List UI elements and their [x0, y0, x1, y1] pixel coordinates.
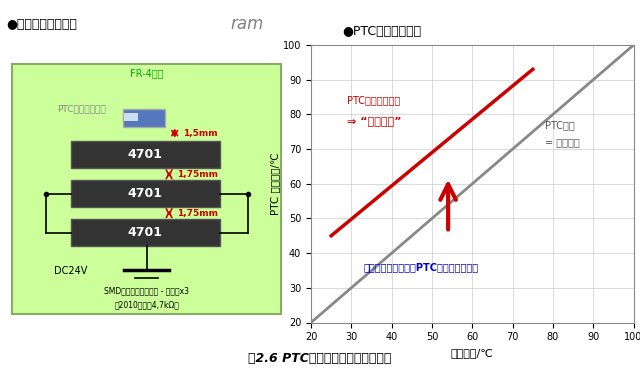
Text: 4701: 4701	[128, 226, 163, 239]
Text: 1,5mm: 1,5mm	[183, 129, 218, 138]
Text: （2010尺寸，4,7kΩ）: （2010尺寸，4,7kΩ）	[114, 300, 179, 309]
Text: PTC温度: PTC温度	[545, 120, 575, 130]
Y-axis label: PTC 器件温度/℃: PTC 器件温度/℃	[270, 152, 280, 215]
Text: ●部件位置和电路图: ●部件位置和电路图	[6, 18, 77, 31]
FancyBboxPatch shape	[123, 109, 165, 127]
X-axis label: 大气温度/℃: 大气温度/℃	[451, 348, 493, 358]
FancyBboxPatch shape	[71, 141, 220, 168]
FancyBboxPatch shape	[71, 180, 220, 207]
Text: 4701: 4701	[128, 148, 163, 161]
FancyBboxPatch shape	[12, 64, 282, 314]
Text: ⇒ “环境温度”: ⇒ “环境温度”	[348, 116, 402, 126]
Text: ●PTC器件实际温度: ●PTC器件实际温度	[342, 26, 422, 38]
Text: PTC器件实际温度: PTC器件实际温度	[348, 96, 401, 105]
FancyBboxPatch shape	[71, 219, 220, 246]
Text: SMD型（表面贴装型） - 电阵器x3: SMD型（表面贴装型） - 电阵器x3	[104, 286, 189, 295]
FancyBboxPatch shape	[124, 113, 138, 122]
Text: 4701: 4701	[128, 187, 163, 200]
Text: PTC器件（卸载）: PTC器件（卸载）	[57, 104, 106, 113]
Text: FR-4基板: FR-4基板	[130, 68, 163, 78]
Text: 在电阵器发热的影响PTC实际温度升高。: 在电阵器发热的影响PTC实际温度升高。	[364, 262, 479, 272]
Text: 1,75mm: 1,75mm	[177, 170, 218, 179]
Text: DC24V: DC24V	[54, 266, 88, 276]
Text: ram: ram	[230, 15, 264, 33]
Text: 1,75mm: 1,75mm	[177, 209, 218, 218]
Text: 图2.6 PTC器件实际温度和大气温度: 图2.6 PTC器件实际温度和大气温度	[248, 352, 392, 364]
Text: = 大气温度: = 大气温度	[545, 137, 580, 147]
